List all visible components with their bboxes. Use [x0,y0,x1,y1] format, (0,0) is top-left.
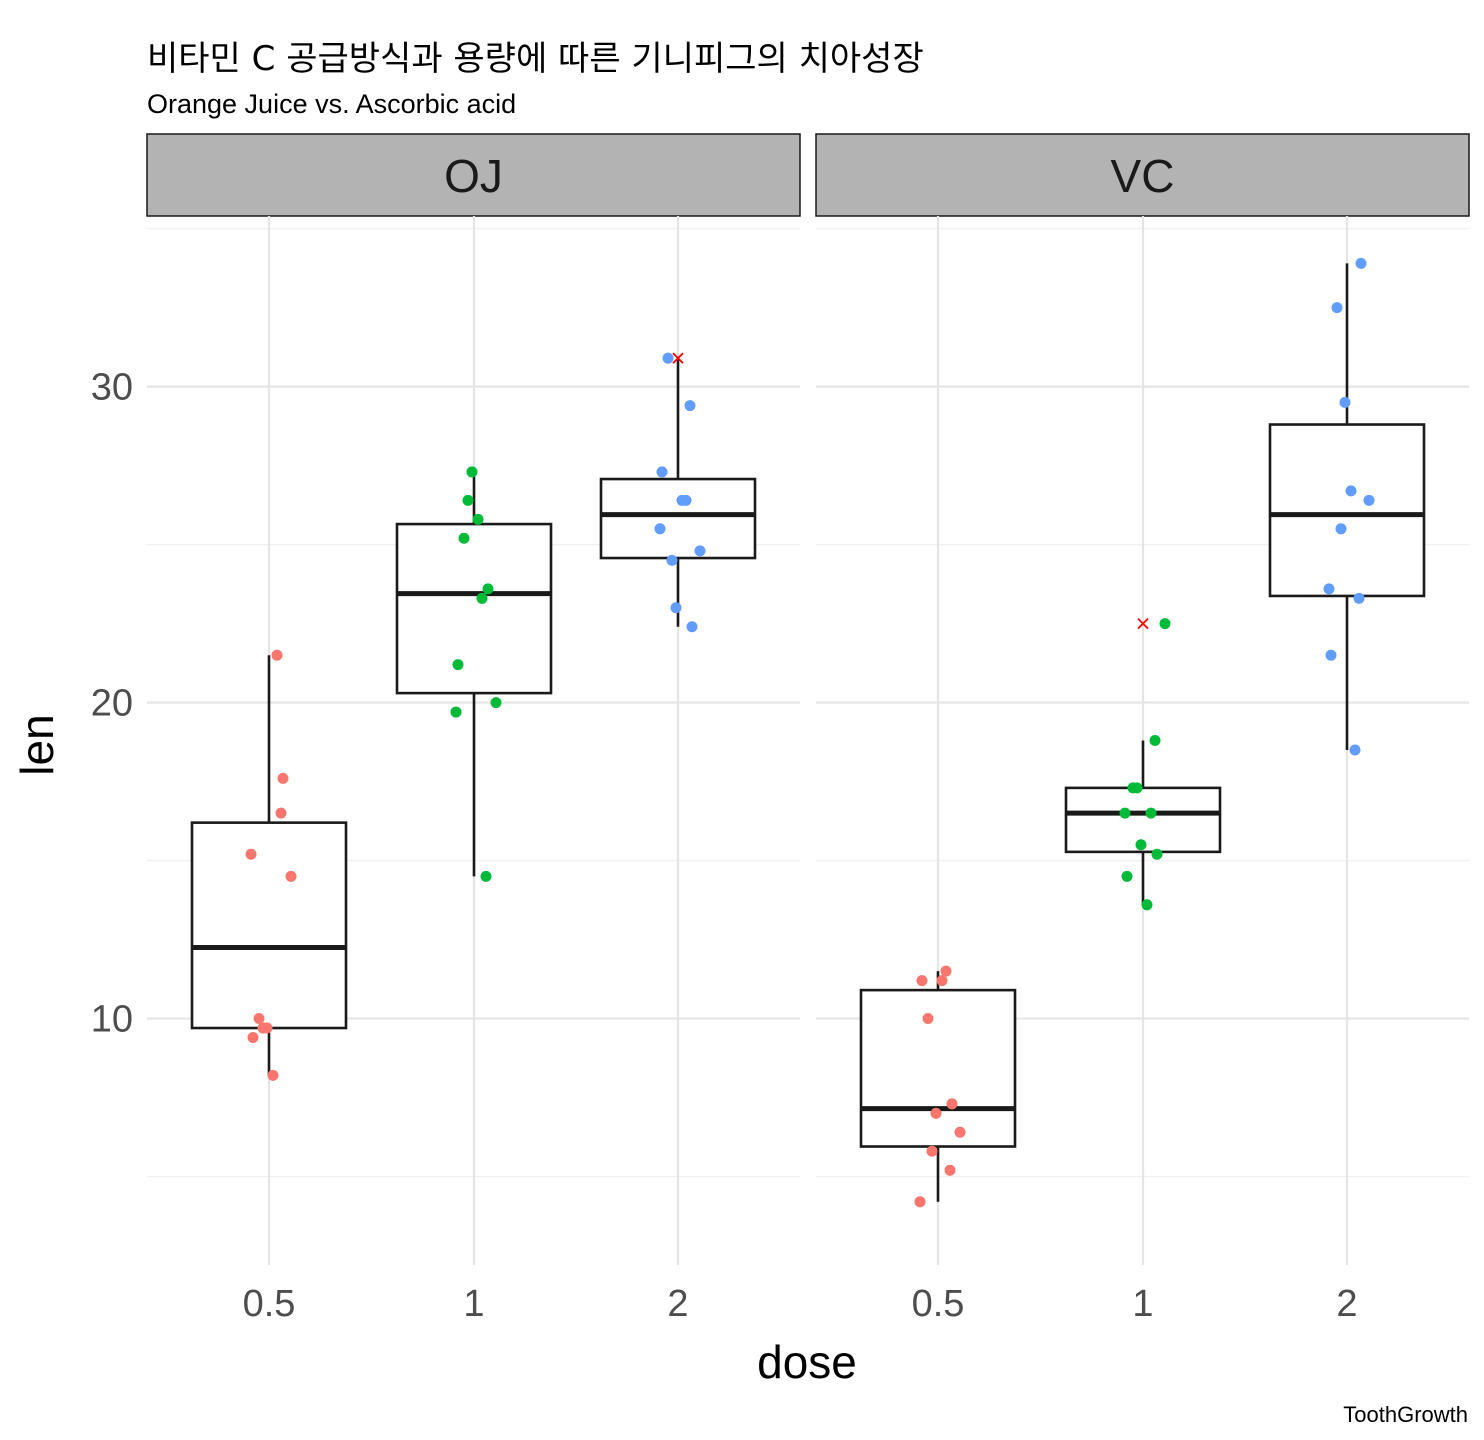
facet-strip [146,133,801,217]
data-point [277,772,289,784]
x-tick-label: 2 [1336,1283,1357,1325]
data-point [275,807,287,819]
data-point [654,523,666,535]
box-body [599,477,757,560]
data-point [1323,583,1335,595]
data-point [466,466,478,478]
cross-mark [672,352,684,364]
data-point [666,554,678,566]
data-point [676,494,688,506]
chart-title: 비타민 C 공급방식과 용량에 따른 기니피그의 치아성장 [147,39,924,79]
data-point [922,1013,934,1025]
x-tick-label: 2 [667,1283,688,1325]
data-point [916,975,928,987]
y-tick-label: 20 [91,683,133,725]
data-point [247,1032,259,1044]
y-tick-label: 10 [91,999,133,1041]
y-axis-title: len [11,714,63,775]
box-body [395,522,553,695]
data-point [1145,807,1157,819]
facet-strip [815,133,1470,217]
facet-panels: 10 20 30 OJ 0.5 1 2 VC 0.5 1 2 [91,133,1470,1325]
data-point [1135,839,1147,851]
data-point [662,352,674,364]
data-point [1349,744,1361,756]
data-point [261,1022,273,1034]
data-point [450,706,462,718]
box-body [1268,423,1426,598]
data-point [1141,899,1153,911]
facet-panel-oj: OJ 0.5 1 2 [146,133,801,1325]
data-point [253,1013,265,1025]
facet-panel-vc: VC 0.5 1 2 [815,133,1470,1325]
data-point [926,1145,938,1157]
data-point [946,1098,958,1110]
facet-strip-label: OJ [444,150,503,202]
data-point [1331,302,1343,314]
data-point [1151,848,1163,860]
data-point [267,1069,279,1081]
data-point [1339,396,1351,408]
data-point [1363,494,1375,506]
data-point [944,1164,956,1176]
x-tick-label: 1 [463,1283,484,1325]
data-point [1149,735,1161,746]
data-point [458,532,470,544]
data-point [1121,870,1133,882]
data-point [930,1107,942,1119]
data-point [285,870,297,882]
data-point [940,965,952,977]
cross-mark [1137,617,1149,630]
data-point [1127,782,1139,794]
data-point [686,621,698,633]
x-tick-label: 0.5 [912,1283,965,1325]
data-point [245,848,257,860]
data-point [1335,523,1347,535]
x-tick-label: 0.5 [243,1283,296,1325]
data-point [452,659,464,671]
data-point [271,649,283,661]
data-point [670,602,682,614]
data-point [914,1196,926,1208]
data-point [462,494,474,506]
x-tick-label: 1 [1132,1283,1153,1325]
data-point [656,466,668,478]
box-body [190,821,348,1030]
data-point [694,545,706,557]
data-point [482,583,494,595]
data-point [1355,257,1367,269]
data-point [1159,618,1171,630]
chart-caption: ToothGrowth [1343,1402,1468,1427]
data-point [1119,807,1131,819]
chart-subtitle: Orange Juice vs. Ascorbic acid [147,89,516,119]
facet-strip-label: VC [1111,150,1175,202]
data-point [1325,649,1337,661]
data-point [476,592,488,604]
data-point [954,1126,966,1138]
data-point [936,975,948,987]
y-tick-label: 30 [91,367,133,409]
box-body [859,988,1017,1148]
x-axis-title: dose [757,1336,857,1388]
data-point [1345,485,1357,497]
data-point [684,400,696,412]
data-point [472,513,484,525]
data-point [1353,592,1365,604]
data-point [480,870,492,882]
data-point [490,697,502,709]
